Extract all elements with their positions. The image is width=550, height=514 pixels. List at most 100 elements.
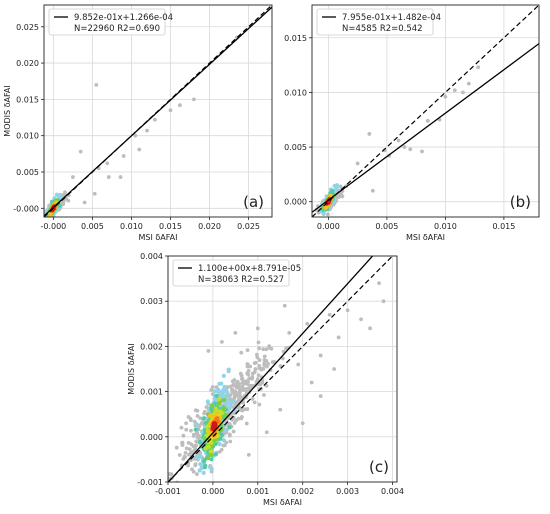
x-tick-label: 0.010 bbox=[434, 222, 457, 231]
scatter-point bbox=[318, 353, 323, 358]
density-point bbox=[201, 470, 206, 475]
fit-line bbox=[168, 256, 374, 482]
scatter-point bbox=[232, 378, 237, 382]
y-tick-label: 0.000 bbox=[140, 433, 163, 442]
scatter-point bbox=[420, 149, 424, 154]
density-point bbox=[208, 449, 214, 454]
scatter-point bbox=[233, 389, 238, 394]
density-point bbox=[217, 400, 222, 405]
scatter-point bbox=[137, 147, 142, 152]
scatter-point bbox=[266, 362, 271, 366]
panel-label: (b) bbox=[510, 193, 531, 211]
scatter-point bbox=[210, 385, 215, 389]
scatter-point bbox=[163, 499, 167, 503]
density-point bbox=[206, 444, 211, 449]
density-point bbox=[197, 468, 202, 473]
y-axis-label: MODIS δAFAI bbox=[127, 343, 136, 394]
scatter-point bbox=[145, 128, 149, 133]
scatter-point bbox=[466, 81, 471, 86]
scatter-point bbox=[282, 303, 287, 308]
scatter-point bbox=[256, 373, 261, 378]
scatter-point bbox=[189, 428, 193, 433]
panel-2: 0.000 0.005 0.010 0.015 0.000 0.005 0.010 0.015… bbox=[284, 4, 540, 242]
scatter-point bbox=[305, 321, 310, 326]
density-point bbox=[203, 463, 208, 468]
scatter-point bbox=[250, 396, 255, 401]
density-point bbox=[214, 393, 219, 398]
scatter-point bbox=[241, 407, 246, 412]
density-point bbox=[203, 421, 208, 426]
plot-area bbox=[312, 5, 539, 217]
scatter-point bbox=[270, 360, 275, 364]
axes-frame bbox=[311, 4, 540, 218]
scatter-point bbox=[309, 380, 314, 385]
scatter-point bbox=[188, 416, 193, 421]
density-point bbox=[209, 466, 214, 471]
scatter-point bbox=[367, 132, 372, 136]
scatter-point bbox=[261, 347, 266, 352]
legend-box bbox=[172, 259, 290, 287]
y-tick-label: 0.015 bbox=[16, 95, 39, 104]
scatter-point bbox=[232, 421, 237, 425]
scatter-point bbox=[184, 427, 189, 432]
scatter-point bbox=[133, 133, 138, 138]
scatter-point bbox=[175, 480, 179, 482]
scatter-point bbox=[92, 191, 97, 196]
scatter-point bbox=[246, 452, 251, 457]
scatter-point bbox=[252, 361, 257, 366]
scatter-point bbox=[250, 371, 255, 376]
scatter-point bbox=[184, 446, 189, 451]
axes-frame bbox=[167, 255, 398, 483]
density-point bbox=[204, 433, 209, 438]
scatter-point bbox=[327, 312, 332, 317]
density-point bbox=[219, 381, 224, 386]
density-point bbox=[218, 436, 223, 441]
scatter-point bbox=[240, 380, 245, 385]
x-tick-label: 0.003 bbox=[336, 487, 359, 496]
scatter-point bbox=[255, 326, 260, 331]
x-tick-label: 0.005 bbox=[81, 222, 104, 231]
scatter-point bbox=[70, 175, 75, 179]
scatter-point bbox=[193, 408, 198, 413]
scatter-point bbox=[264, 383, 269, 388]
panel-3: -0.001 0.000 0.001 0.002 0.003 0.004 -0.001 0.0… bbox=[127, 252, 404, 507]
scatter-point bbox=[257, 402, 262, 407]
one-to-one-line bbox=[168, 256, 394, 482]
panel-label: (a) bbox=[243, 193, 264, 211]
density-point bbox=[194, 454, 199, 459]
density-point bbox=[188, 487, 192, 491]
density-point bbox=[201, 416, 206, 421]
density-point bbox=[217, 442, 222, 447]
scatter-point bbox=[160, 496, 164, 500]
scatter-point bbox=[262, 354, 267, 359]
scatter-point bbox=[284, 346, 288, 351]
x-tick-label: 0.000 bbox=[317, 222, 340, 231]
scatter-point bbox=[452, 88, 457, 93]
density-point bbox=[222, 384, 227, 389]
scatter-point bbox=[476, 65, 481, 70]
scatter-point bbox=[255, 352, 259, 357]
legend: 7.955e-01x+1.482e-04N=4585 R2=0.542 bbox=[316, 8, 441, 36]
scatter-point bbox=[261, 366, 266, 371]
x-tick-label: 0.020 bbox=[198, 222, 221, 231]
scatter-point bbox=[236, 394, 241, 398]
x-tick-label: 0.010 bbox=[120, 222, 143, 231]
legend-box bbox=[316, 8, 434, 36]
density-point bbox=[212, 424, 217, 429]
density-point bbox=[224, 401, 230, 406]
plot-area bbox=[160, 256, 394, 503]
density-point bbox=[222, 428, 228, 433]
x-tick-label: 0.001 bbox=[246, 487, 269, 496]
axes-frame bbox=[43, 4, 273, 218]
scatter-point bbox=[280, 356, 285, 361]
legend: 1.100e+00x+8.791e-05N=38063 R2=0.527 bbox=[172, 259, 301, 287]
y-tick-label: 0.005 bbox=[284, 143, 307, 152]
scatter-point bbox=[190, 467, 194, 472]
density-point bbox=[193, 427, 198, 432]
scatter-point bbox=[78, 149, 83, 154]
scatter-point bbox=[425, 118, 430, 123]
scatter-point bbox=[257, 387, 262, 392]
scatter-point bbox=[232, 393, 237, 398]
scatter-point bbox=[191, 487, 195, 491]
